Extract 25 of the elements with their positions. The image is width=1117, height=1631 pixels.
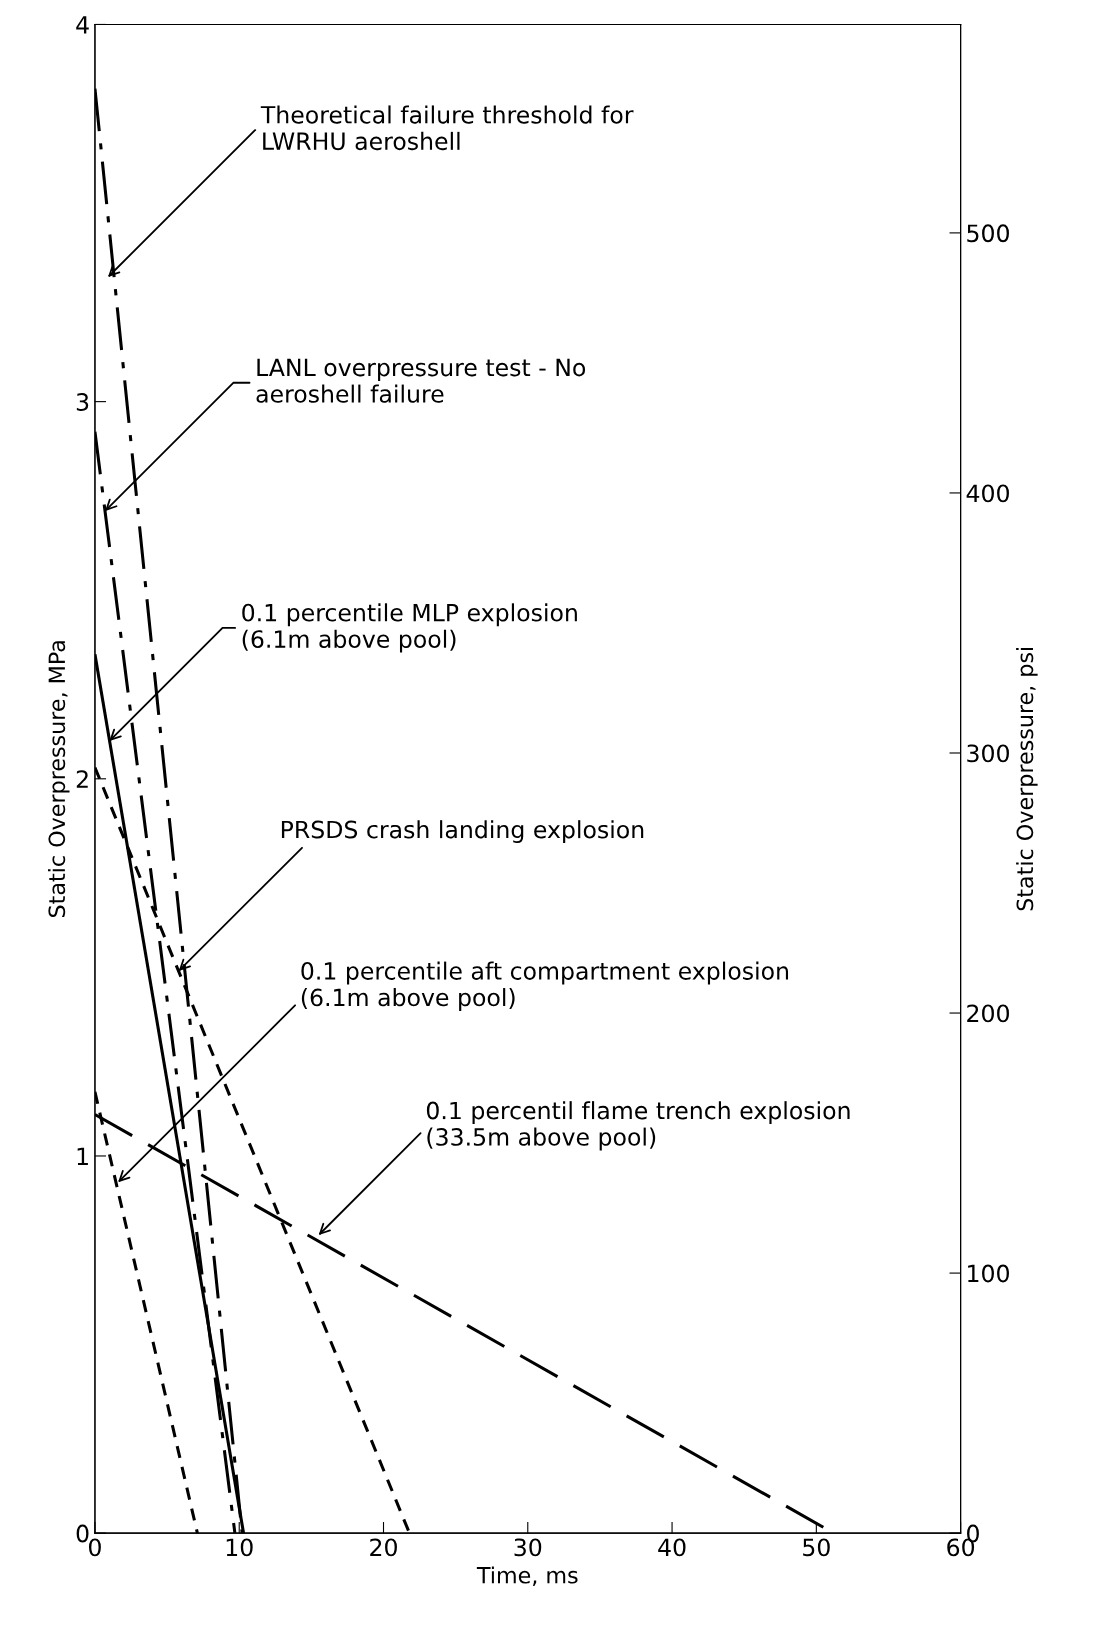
y-tick-label: 2: [76, 770, 88, 788]
y-tick-label: 3: [76, 393, 89, 411]
annotation: 0.1 percentile MLP explosion (6.1m above pool): [242, 603, 577, 653]
annotation: 0.1 percentile aft compartment explosion (6.1m above pool): [301, 961, 789, 1011]
y-tick-label: 1: [77, 1147, 88, 1165]
x-tick-label: 10: [226, 1538, 253, 1557]
x-axis-title: Time, ms: [476, 1566, 578, 1586]
y2-tick-label: 400: [966, 484, 1009, 503]
annotation: PRSDS crash landing explosion: [281, 820, 644, 844]
annotation: Theoretical failure threshold for LWRHU aeroshell: [260, 105, 634, 151]
x-tick-label: 30: [514, 1538, 542, 1557]
y2-tick-label: 500: [967, 224, 1009, 243]
x-tick-label: 0: [88, 1538, 101, 1557]
y2-tick-label: 100: [968, 1264, 1009, 1283]
y2-tick-label: 200: [967, 1004, 1009, 1023]
annotation: LANL overpressure test - No aeroshell failure: [256, 358, 586, 403]
y2-axis-title: Static Overpressure, psi: [1016, 647, 1038, 911]
y-tick-label: 4: [76, 16, 89, 34]
x-tick-label: 40: [658, 1538, 686, 1557]
x-tick-label: 50: [803, 1538, 830, 1557]
y-tick-label: 0: [76, 1524, 89, 1543]
x-tick-label: 20: [370, 1538, 397, 1557]
y2-tick-label: 300: [967, 744, 1009, 763]
annotation: 0.1 percentil flame trench explosion (33.5m above pool): [426, 1101, 850, 1151]
y-axis-title: Static Overpressure, MPa: [48, 641, 70, 918]
